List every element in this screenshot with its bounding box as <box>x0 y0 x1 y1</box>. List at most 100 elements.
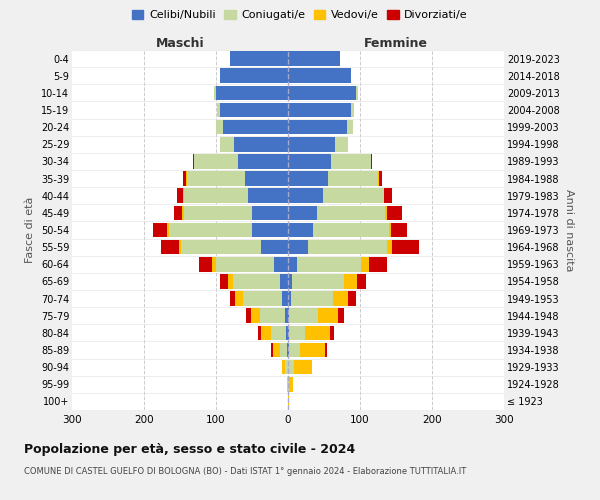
Bar <box>288 86 356 100</box>
Bar <box>183 188 184 203</box>
Bar <box>173 206 182 220</box>
Bar <box>287 342 288 357</box>
Text: COMUNE DI CASTEL GUELFO DI BOLOGNA (BO) - Dati ISTAT 1° gennaio 2024 - Elaborazi: COMUNE DI CASTEL GUELFO DI BOLOGNA (BO) … <box>24 468 466 476</box>
Bar <box>169 222 252 238</box>
Bar <box>216 257 274 272</box>
Bar <box>220 274 227 288</box>
Bar <box>184 188 248 203</box>
Bar <box>317 206 385 220</box>
Bar <box>288 154 331 168</box>
Bar <box>288 342 289 357</box>
Bar <box>273 342 280 357</box>
Bar <box>331 154 371 168</box>
Bar <box>258 326 262 340</box>
Bar <box>389 222 391 238</box>
Bar <box>347 120 353 134</box>
Text: Femmine: Femmine <box>364 37 428 50</box>
Bar <box>296 257 361 272</box>
Bar <box>291 292 332 306</box>
Bar <box>220 102 288 118</box>
Bar <box>260 308 285 323</box>
Text: Popolazione per età, sesso e stato civile - 2024: Popolazione per età, sesso e stato civil… <box>24 442 355 456</box>
Bar <box>233 274 280 288</box>
Text: Maschi: Maschi <box>155 37 205 50</box>
Bar <box>288 326 289 340</box>
Bar <box>288 188 323 203</box>
Bar <box>385 206 386 220</box>
Bar <box>289 342 299 357</box>
Bar <box>238 154 288 168</box>
Bar <box>288 172 328 186</box>
Bar <box>282 292 288 306</box>
Bar <box>308 240 388 254</box>
Bar <box>199 257 212 272</box>
Bar <box>152 222 167 238</box>
Bar <box>288 274 292 288</box>
Bar <box>384 188 385 203</box>
Bar <box>331 326 334 340</box>
Bar <box>313 222 389 238</box>
Bar <box>280 274 288 288</box>
Bar <box>288 68 352 83</box>
Bar <box>216 86 288 100</box>
Bar <box>161 240 179 254</box>
Bar <box>251 308 260 323</box>
Bar <box>361 257 368 272</box>
Bar <box>245 308 251 323</box>
Bar <box>299 342 325 357</box>
Bar <box>274 257 288 272</box>
Bar <box>182 206 184 220</box>
Bar <box>183 172 187 186</box>
Bar <box>217 102 220 118</box>
Bar <box>288 206 317 220</box>
Bar <box>193 154 194 168</box>
Y-axis label: Anni di nascita: Anni di nascita <box>563 188 574 271</box>
Y-axis label: Fasce di età: Fasce di età <box>25 197 35 263</box>
Bar <box>220 68 288 83</box>
Bar <box>252 206 288 220</box>
Bar <box>230 52 288 66</box>
Bar <box>294 360 312 374</box>
Bar <box>271 342 273 357</box>
Bar <box>212 257 216 272</box>
Bar <box>271 326 286 340</box>
Bar <box>344 274 357 288</box>
Bar <box>325 342 327 357</box>
Bar <box>288 52 340 66</box>
Bar <box>371 154 372 168</box>
Bar <box>235 292 242 306</box>
Bar <box>167 222 169 238</box>
Bar <box>289 326 305 340</box>
Bar <box>349 292 356 306</box>
Bar <box>179 240 181 254</box>
Bar <box>386 206 403 220</box>
Bar <box>286 326 288 340</box>
Bar <box>285 308 288 323</box>
Bar <box>318 308 338 323</box>
Bar <box>392 240 419 254</box>
Bar <box>288 257 296 272</box>
Bar <box>292 274 344 288</box>
Bar <box>379 172 382 186</box>
Bar <box>352 102 354 118</box>
Bar <box>288 377 289 392</box>
Bar <box>194 154 238 168</box>
Bar <box>288 360 294 374</box>
Bar <box>288 292 291 306</box>
Bar <box>288 222 313 238</box>
Bar <box>281 360 285 374</box>
Bar <box>262 326 271 340</box>
Bar <box>227 274 233 288</box>
Bar <box>223 120 288 134</box>
Bar <box>338 308 344 323</box>
Bar <box>305 326 331 340</box>
Bar <box>288 120 347 134</box>
Bar <box>285 360 288 374</box>
Bar <box>245 172 288 186</box>
Bar <box>368 257 386 272</box>
Bar <box>248 188 288 203</box>
Bar <box>388 240 392 254</box>
Bar <box>214 86 216 100</box>
Bar <box>288 394 289 408</box>
Bar <box>288 240 308 254</box>
